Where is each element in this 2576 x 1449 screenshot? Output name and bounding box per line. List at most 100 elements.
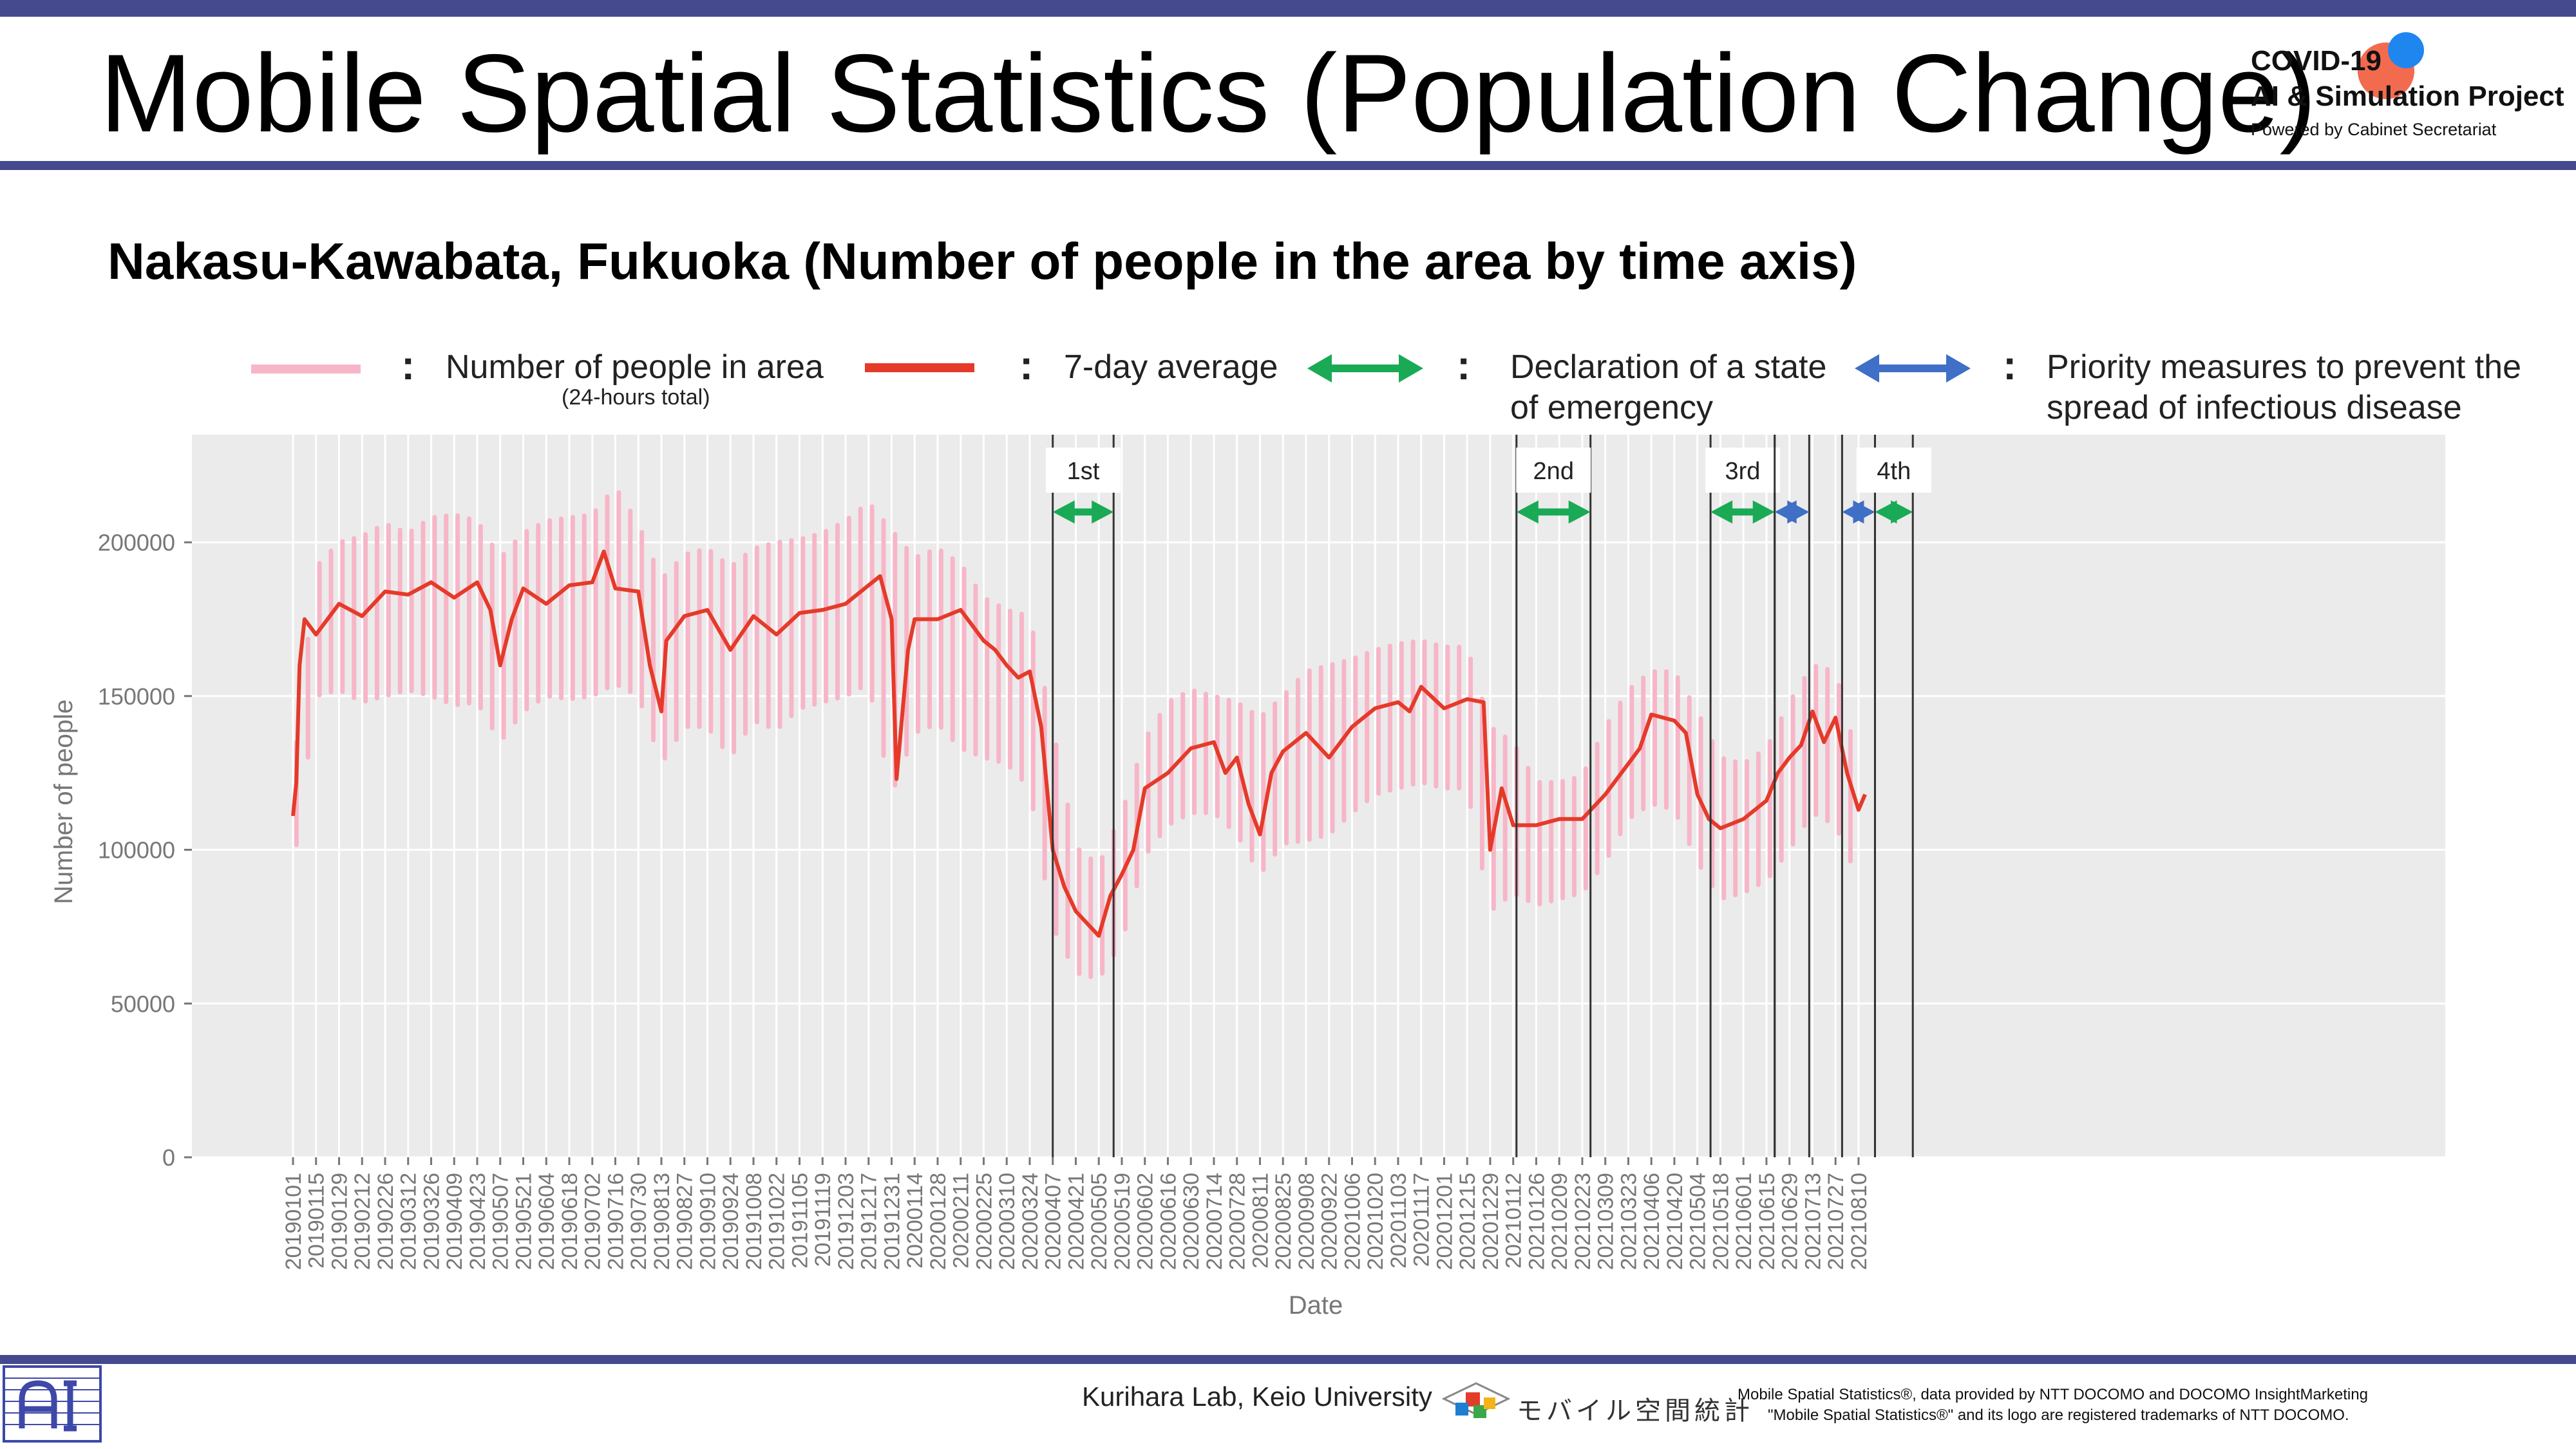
legend-emergency-arrow-icon (1307, 354, 1423, 383)
x-tick-label: 20200211 (949, 1173, 974, 1269)
emergency-period-arrow-head-right (1568, 500, 1591, 524)
x-tick-label: 20190312 (397, 1173, 421, 1270)
x-tick-label: 20201020 (1363, 1173, 1388, 1270)
x-tick-label: 20190813 (650, 1173, 674, 1270)
x-tick-label: 20210601 (1732, 1173, 1756, 1270)
period-label: 1st (1067, 458, 1100, 485)
emergency-period-arrow-head-right (1891, 500, 1913, 524)
x-tick-label: 20200811 (1248, 1173, 1273, 1269)
x-tick-label: 20201215 (1455, 1173, 1480, 1270)
x-tick-label: 20210323 (1616, 1173, 1641, 1270)
x-tick-label: 20200324 (1018, 1173, 1043, 1270)
x-tick-label: 20190618 (558, 1173, 582, 1270)
legend-colon: : (1019, 342, 1034, 388)
x-tick-label: 20200407 (1041, 1173, 1066, 1270)
x-tick-label: 20191217 (857, 1173, 882, 1270)
legend-emergency-label-line2: of emergency (1510, 389, 1714, 426)
period-label: 2nd (1533, 458, 1574, 485)
emergency-period-arrow-head-left (1710, 500, 1733, 524)
legend-priority-label-line2: spread of infectious disease (2047, 389, 2462, 426)
covid-logo-dots (2358, 32, 2424, 99)
period-label: 3rd (1725, 458, 1760, 485)
x-tick-label: 20200114 (903, 1173, 927, 1269)
period-label-box (1705, 448, 1780, 493)
x-tick-label: 20210112 (1502, 1173, 1526, 1269)
priority-period-arrow-head-right (1787, 500, 1810, 524)
y-tick-label: 0 (162, 1144, 175, 1171)
x-tick-label: 20210615 (1755, 1173, 1779, 1270)
legend-colon: : (2003, 342, 2017, 388)
mobile-stats-cube-icon (1441, 1382, 1511, 1418)
legend-daily-label: Number of people in area (446, 348, 824, 386)
x-tick-label: 20191008 (742, 1173, 766, 1270)
x-tick-label: 20200922 (1318, 1173, 1342, 1270)
chart-subtitle: Nakasu-Kawabata, Fukuoka (Number of peop… (108, 232, 1857, 290)
x-tick-label: 20201117 (1410, 1173, 1434, 1267)
x-tick-label: 20190604 (535, 1173, 559, 1270)
logo-text-line2: AI & Simulation Project (2251, 80, 2564, 112)
x-tick-label: 20210309 (1594, 1173, 1618, 1270)
x-tick-label: 20210406 (1640, 1173, 1664, 1270)
x-tick-label: 20210629 (1778, 1173, 1803, 1270)
footer-mobile-stats-logo-text: モバイル空間統計 (1517, 1397, 1754, 1425)
x-tick-label: 20190507 (489, 1173, 513, 1270)
x-tick-label: 20200602 (1133, 1173, 1158, 1270)
logo-text-line1: COVID-19 (2251, 45, 2382, 77)
x-tick-label: 20190226 (374, 1173, 398, 1270)
y-tick-label: 100000 (98, 837, 175, 864)
y-tick-label: 150000 (98, 683, 175, 710)
x-tick-label: 20200825 (1271, 1173, 1296, 1270)
x-tick-label: 20210209 (1548, 1173, 1572, 1270)
legend-avg-swatch (865, 363, 974, 372)
x-tick-label: 20190521 (511, 1173, 536, 1270)
footer-lab-name: Kurihara Lab, Keio University (1082, 1381, 1432, 1412)
ai-lab-logo (3, 1364, 103, 1444)
x-tick-label: 20210518 (1709, 1173, 1733, 1270)
x-tick-label: 20191203 (834, 1173, 858, 1270)
x-axis-title: Date (1289, 1291, 1343, 1320)
x-tick-label: 20190827 (673, 1173, 697, 1270)
footer-credit-line2: "Mobile Spatial Statistics®" and its log… (1768, 1406, 2349, 1424)
y-tick-label: 50000 (111, 990, 175, 1017)
emergency-period-arrow-head-right (1092, 500, 1114, 524)
legend-priority-label-line1: Priority measures to prevent the (2047, 348, 2521, 386)
x-tick-label: 20190702 (581, 1173, 605, 1270)
x-tick-label: 20200616 (1156, 1173, 1180, 1270)
page-title: Mobile Spatial Statistics (Population Ch… (100, 32, 2316, 155)
legend-colon: : (401, 342, 415, 388)
x-tick-label: 20210810 (1847, 1173, 1871, 1270)
title-underline-band (0, 161, 2576, 170)
period-label-box (1856, 448, 1931, 493)
x-tick-label: 20210504 (1686, 1173, 1710, 1270)
x-tick-label: 20201201 (1432, 1173, 1457, 1270)
x-tick-label: 20190129 (327, 1173, 352, 1270)
legend-daily-sublabel: (24-hours total) (562, 385, 710, 410)
x-tick-label: 20200421 (1064, 1173, 1088, 1270)
x-tick-label: 20210420 (1663, 1173, 1687, 1270)
footer-band (0, 1355, 2576, 1364)
x-tick-label: 20191105 (788, 1173, 812, 1269)
x-tick-label: 20190101 (281, 1173, 306, 1270)
period-label: 4th (1877, 458, 1911, 485)
y-tick-label: 200000 (98, 529, 175, 556)
period-label-box (1516, 448, 1591, 493)
x-tick-label: 20200908 (1294, 1173, 1319, 1270)
x-tick-label: 20191119 (811, 1173, 835, 1267)
x-tick-label: 20200630 (1179, 1173, 1204, 1270)
x-tick-label: 20190924 (719, 1173, 743, 1270)
covid-project-logo: COVID-19 AI & Simulation Project Powered… (2251, 32, 2573, 155)
priority-period-arrow-head-right (1853, 500, 1875, 524)
x-tick-label: 20190423 (466, 1173, 490, 1270)
x-tick-label: 20200310 (995, 1173, 1019, 1270)
x-tick-label: 20200128 (926, 1173, 951, 1270)
x-tick-label: 20190910 (696, 1173, 720, 1270)
x-tick-label: 20201229 (1479, 1173, 1503, 1270)
lab-logo-icon (3, 1365, 102, 1443)
x-tick-label: 20201006 (1340, 1173, 1365, 1270)
legend-priority-arrow-icon (1855, 354, 1971, 383)
legend-avg-label: 7-day average (1064, 348, 1278, 386)
x-tick-label: 20210727 (1824, 1173, 1848, 1270)
footer-credit-line1: Mobile Spatial Statistics®, data provide… (1738, 1386, 2368, 1403)
x-tick-label: 20200519 (1110, 1173, 1135, 1270)
emergency-period-arrow-head-left (1516, 500, 1539, 524)
